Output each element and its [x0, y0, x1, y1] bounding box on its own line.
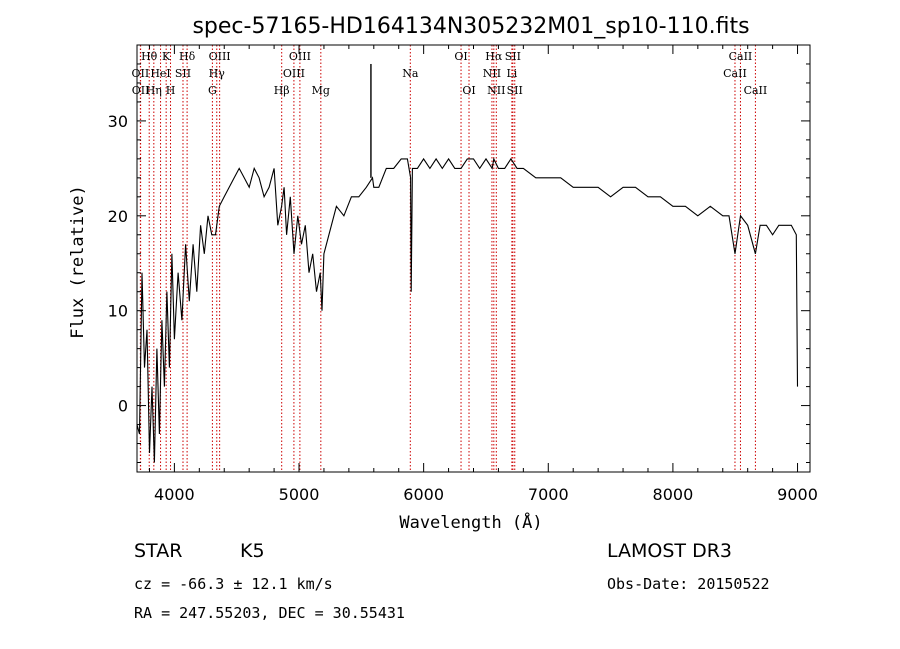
spectral-line-label: G — [208, 84, 217, 97]
spectral-line-label: K — [162, 50, 171, 63]
y-axis-ticks: 0 10 20 30 — [108, 44, 810, 464]
spectral-line-label: OIII — [209, 50, 231, 63]
x-tick-label: 9000 — [777, 485, 818, 504]
spectrum-line — [136, 157, 799, 463]
redshift-value: cz = -66.3 ± 12.1 km/s — [134, 575, 333, 593]
spectral-line-label: H — [166, 84, 176, 97]
y-axis-label: Flux (relative) — [68, 185, 88, 339]
y-tick-label: 30 — [108, 112, 128, 131]
x-tick-label: 8000 — [653, 485, 694, 504]
obs-date: Obs-Date: 20150522 — [607, 575, 770, 593]
spectral-line-label: OII — [132, 67, 150, 80]
spectral-line-label: OII — [132, 84, 150, 97]
spectral-line-markers — [139, 45, 756, 472]
spectral-line-label: Na — [402, 67, 419, 80]
spectral-line-label: Hη — [146, 84, 162, 97]
spectral-line-label: CaII — [723, 67, 747, 80]
x-tick-label: 4000 — [154, 485, 195, 504]
spectral-line-label: Hδ — [179, 50, 196, 63]
y-tick-label: 20 — [108, 207, 128, 226]
spectral-line-label: OI — [462, 84, 475, 97]
spectral-line-labels: Hθ OII OII K HeI Hη H Hδ SII OIII Hγ G Hβ OIII OIII Mg N… — [132, 50, 768, 97]
spectral-subclass: K5 — [240, 540, 265, 562]
spectral-line-label: OIII — [283, 67, 305, 80]
spectral-line-label: CaII — [729, 50, 753, 63]
spectral-line-label: Hγ — [209, 67, 226, 80]
spectral-line-label: NII — [487, 84, 505, 97]
spectral-line-label: CaII — [744, 84, 768, 97]
x-axis-ticks: 4000 5000 6000 7000 8000 9000 — [148, 45, 818, 504]
x-axis-label: Wavelength (Å) — [399, 511, 542, 533]
y-tick-label: 10 — [108, 302, 128, 321]
survey-name: LAMOST DR3 — [607, 540, 732, 562]
spectral-line-label: OI — [454, 50, 467, 63]
object-class: STAR — [134, 540, 183, 562]
spectral-line-label: HeI — [150, 67, 170, 80]
plot-frame — [136, 44, 811, 473]
x-tick-label: 7000 — [528, 485, 569, 504]
spectral-line-label: OIII — [289, 50, 311, 63]
spectral-line-label: SII — [505, 50, 521, 63]
spectral-line-label: SII — [175, 67, 191, 80]
x-tick-label: 5000 — [279, 485, 320, 504]
y-tick-label: 0 — [118, 397, 128, 416]
spectral-line-label: NII — [483, 67, 501, 80]
spectral-line-label: Mg — [312, 84, 330, 97]
spectral-line-label: Hβ — [274, 84, 290, 97]
spectral-line-label: Hα — [485, 50, 503, 63]
spectral-line-label: SII — [507, 84, 523, 97]
spectral-line-label: Li — [506, 67, 517, 80]
x-tick-label: 6000 — [403, 485, 444, 504]
spectral-line-label: Hθ — [141, 50, 158, 63]
chart-title: spec-57165-HD164134N305232M01_sp10-110.f… — [192, 14, 749, 39]
coordinates: RA = 247.55203, DEC = 30.55431 — [134, 604, 405, 622]
